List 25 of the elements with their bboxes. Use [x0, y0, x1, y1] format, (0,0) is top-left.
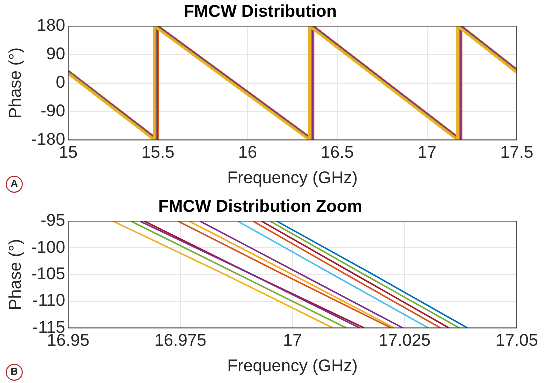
y-tick-label: -105: [31, 264, 66, 284]
y-tick-label: -110: [32, 291, 66, 310]
x-tick-label: 17.05: [496, 331, 538, 350]
y-tick-label: 90: [46, 44, 66, 64]
x-tick-label: 17.5: [500, 143, 534, 162]
y-tick-label: -95: [40, 211, 66, 230]
x-tick-label: 15.5: [142, 143, 175, 162]
x-tick-label: 17.025: [378, 331, 431, 350]
y-tick-label: 0: [56, 72, 66, 92]
chart-title: FMCW Distribution Zoom: [158, 196, 362, 216]
y-tick-label: -90: [40, 101, 66, 120]
x-tick-label: 17: [418, 143, 437, 162]
x-axis-title: Frequency (GHz): [228, 356, 358, 376]
x-tick-label: 16.975: [154, 331, 207, 350]
x-tick-label: 17: [283, 331, 302, 350]
x-axis-title: Frequency (GHz): [228, 168, 358, 188]
text: A: [6, 176, 23, 193]
y-axis-title: Phase (°): [6, 239, 25, 310]
x-tick-label: 16: [238, 143, 258, 162]
x-tick-label: 16.5: [321, 143, 354, 162]
text: B: [6, 364, 23, 381]
chart-title: FMCW Distribution: [184, 2, 337, 21]
y-axis-title: Phase (°): [6, 48, 25, 119]
y-tick-label: 180: [37, 16, 66, 36]
y-tick-label: -100: [31, 238, 66, 257]
